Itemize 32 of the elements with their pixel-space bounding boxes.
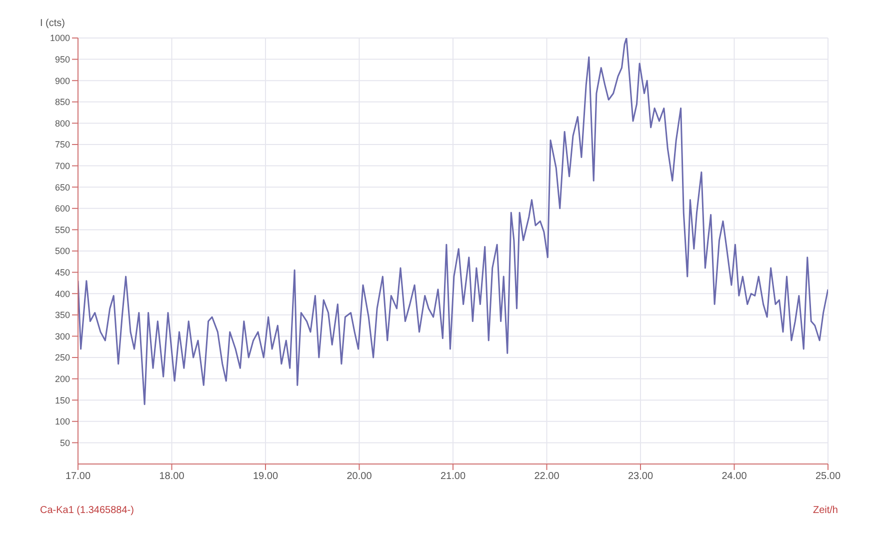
x-tick-label: 22.00	[534, 471, 560, 482]
y-tick-label: 100	[54, 416, 70, 427]
text: Ca-Ka1 (1.3465884-)	[40, 505, 134, 516]
y-tick-label: 450	[54, 267, 70, 278]
x-axis-title: Zeit/h	[812, 505, 838, 516]
x-tick-label: 19.00	[252, 471, 278, 482]
y-tick-label: 950	[54, 54, 70, 64]
y-tick-label: 750	[54, 140, 70, 150]
y-axis-title: I (cts)	[40, 18, 65, 29]
x-tick-label: 24.00	[722, 471, 748, 482]
y-tick-label: 300	[54, 331, 70, 342]
y-tick-label: 550	[54, 224, 70, 235]
y-tick-label: 650	[54, 182, 70, 192]
y-tick-label: 350	[54, 310, 70, 320]
x-tick-label: 23.00	[628, 471, 654, 482]
y-tick-label: 600	[54, 204, 70, 214]
y-tick-label: 900	[54, 76, 70, 86]
x-tick-label: 20.00	[346, 471, 372, 482]
y-tick-label: 700	[54, 160, 70, 171]
y-tick-label: 800	[54, 118, 70, 128]
y-tick-label: 1000	[50, 33, 70, 44]
y-tick-label: 200	[54, 374, 70, 384]
y-tick-label: 150	[54, 395, 70, 406]
x-tick-label: 17.00	[65, 471, 91, 482]
x-tick-label: 25.00	[815, 471, 841, 482]
y-tick-label: 400	[54, 288, 70, 299]
y-tick-label: 500	[54, 246, 70, 256]
y-tick-label: 850	[54, 97, 70, 108]
x-tick-label: 18.00	[159, 471, 185, 482]
y-tick-label: 250	[54, 352, 70, 363]
x-tick-label: 21.00	[440, 471, 466, 482]
y-tick-label: 50	[60, 438, 70, 448]
